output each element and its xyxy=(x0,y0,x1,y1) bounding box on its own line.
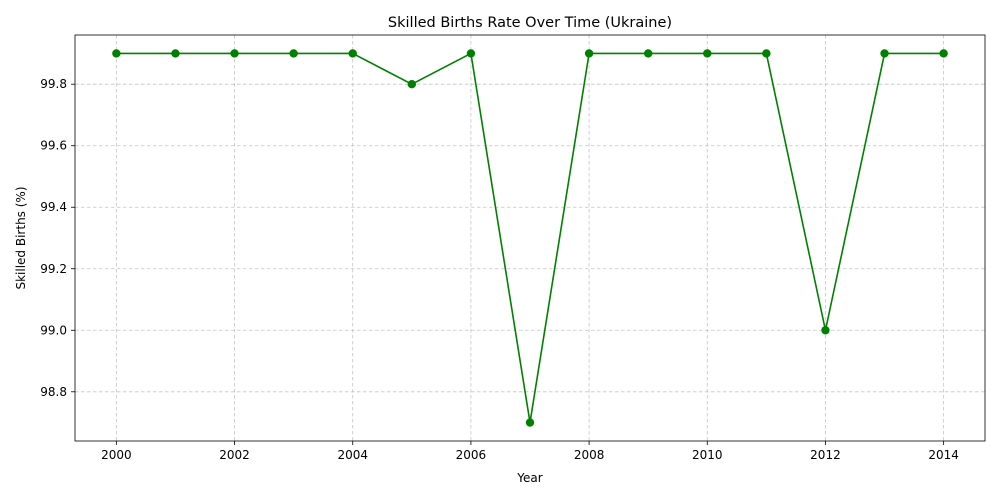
data-point xyxy=(466,49,476,58)
data-point xyxy=(171,49,180,58)
x-tick-label: 2012 xyxy=(810,448,841,462)
data-point xyxy=(939,49,948,58)
y-tick-label: 99.8 xyxy=(40,77,67,91)
y-tick-label: 99.0 xyxy=(40,323,67,337)
data-point xyxy=(407,80,417,89)
grid xyxy=(75,35,985,441)
data-point xyxy=(643,49,653,58)
x-axis-label: Year xyxy=(516,471,542,485)
x-tick-label: 2002 xyxy=(219,448,250,462)
data-point xyxy=(762,49,771,58)
y-axis-label: Skilled Births (%) xyxy=(14,186,28,289)
data-point xyxy=(584,49,594,58)
x-tick-label: 2008 xyxy=(574,448,605,462)
data-point xyxy=(112,49,121,58)
x-tick-label: 2010 xyxy=(692,448,723,462)
series-layer xyxy=(112,49,948,427)
data-point xyxy=(230,49,239,58)
x-axis-ticks: 2000 2002 2004 2006 2008 2010 2012 2014 xyxy=(101,441,959,462)
data-point xyxy=(348,49,357,58)
chart-title: Skilled Births Rate Over Time (Ukraine) xyxy=(388,15,672,31)
data-point xyxy=(821,326,830,335)
y-tick-label: 99.4 xyxy=(40,200,67,214)
data-point xyxy=(703,49,712,58)
data-point xyxy=(525,418,535,427)
x-tick-label: 2000 xyxy=(101,448,132,462)
x-tick-label: 2006 xyxy=(456,448,487,462)
data-point xyxy=(880,49,889,58)
axes-frame xyxy=(74,34,986,442)
data-point xyxy=(289,49,298,58)
x-tick-label: 2014 xyxy=(928,448,959,462)
y-axis-ticks: 98.8 99.0 99.2 99.4 99.6 99.8 xyxy=(40,77,75,399)
y-tick-label: 98.8 xyxy=(40,385,67,399)
y-tick-label: 99.6 xyxy=(40,139,67,153)
x-tick-label: 2004 xyxy=(337,448,368,462)
y-tick-label: 99.2 xyxy=(40,262,67,276)
